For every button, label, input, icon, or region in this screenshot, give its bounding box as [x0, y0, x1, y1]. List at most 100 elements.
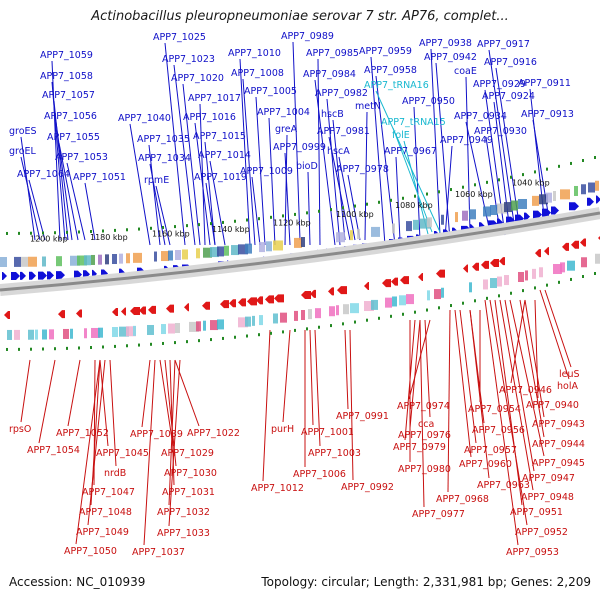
tick-mark	[354, 204, 356, 208]
tick-mark	[150, 342, 152, 346]
reverse-gene-label: APP7_0944	[532, 439, 585, 450]
reverse-gene-arrow	[562, 242, 569, 251]
reverse-gene-arrow	[364, 282, 369, 291]
tick-mark	[114, 344, 116, 348]
composition-block	[203, 247, 212, 258]
reverse-gene-label: APP7_0960	[459, 459, 512, 470]
tick-mark	[102, 229, 104, 233]
composition-block	[196, 248, 200, 259]
forward-gene-leader	[284, 134, 288, 246]
forward-gene-label: APP7_1051	[73, 172, 126, 183]
kbp-tick-label: 1160 kbp	[152, 230, 190, 239]
composition-block	[273, 313, 278, 324]
reverse-gene-leader	[314, 329, 321, 447]
reverse-gene-arrow	[274, 294, 284, 303]
reverse-gene-leader	[344, 329, 349, 410]
composition-block	[504, 275, 509, 286]
composition-block	[301, 237, 305, 248]
tick-mark	[138, 343, 140, 347]
composition-block	[84, 328, 87, 339]
kbp-tick-label: 1200 kbp	[30, 235, 68, 244]
tick-mark	[162, 341, 164, 345]
forward-gene-label: APP7_1008	[231, 68, 284, 79]
forward-gene-label: APP7_0967	[384, 146, 437, 157]
tick-mark	[594, 156, 596, 160]
composition-block	[280, 312, 287, 323]
composition-block	[14, 329, 20, 340]
reverse-gene-label: APP7_1039	[130, 429, 183, 440]
forward-gene-leader	[292, 41, 301, 241]
forward-gene-label: APP7_1055	[47, 132, 100, 143]
reverse-gene-labels: rpsO APP7_1052 APP7_1054 APP7_1039 APP7_1022…	[9, 369, 585, 558]
forward-composition-track	[0, 180, 599, 267]
tick-mark	[474, 299, 476, 303]
composition-block	[98, 327, 103, 338]
forward-gene-arrow	[551, 206, 559, 215]
tick-mark	[318, 209, 320, 213]
reverse-gene-leader	[544, 289, 572, 368]
rna-label-leaders	[375, 90, 441, 235]
forward-gene-arrow	[74, 270, 82, 279]
reverse-gene-leader	[20, 359, 31, 423]
reverse-gene-label: APP7_0976	[398, 430, 451, 441]
composition-block	[483, 279, 488, 290]
reverse-gene-arrow	[301, 291, 311, 300]
composition-block	[245, 243, 252, 254]
tick-mark	[138, 227, 140, 231]
reverse-gene-leader	[159, 359, 174, 447]
forward-gene-arrow	[542, 208, 551, 217]
forward-gene-leader	[255, 96, 266, 246]
tick-mark	[306, 327, 308, 331]
forward-gene-leader	[307, 171, 311, 246]
composition-block	[441, 214, 444, 225]
reverse-gene-arrow	[130, 307, 140, 316]
map-title: Actinobacillus pleuropneumoniae serovar …	[91, 9, 509, 24]
composition-block	[595, 253, 600, 264]
forward-gene-label: APP7_0917	[477, 39, 530, 50]
tick-mark	[66, 230, 68, 234]
composition-block	[434, 289, 441, 300]
tick-mark	[186, 224, 188, 228]
composition-block	[154, 251, 157, 262]
accession-text: Accession: NC_010939	[9, 575, 146, 589]
forward-gene-leader	[465, 76, 471, 233]
tick-mark	[462, 185, 464, 189]
composition-block	[252, 315, 255, 326]
forward-gene-label: groEL	[9, 146, 37, 157]
reverse-gene-arrow	[229, 299, 236, 308]
composition-block	[119, 326, 129, 337]
reverse-gene-leader	[168, 359, 176, 506]
forward-gene-leader	[317, 58, 321, 246]
composition-block	[462, 210, 468, 221]
forward-gene-leader	[314, 79, 336, 246]
tick-mark	[222, 336, 224, 340]
composition-block	[175, 250, 181, 261]
forward-gene-label: APP7_1057	[42, 90, 95, 101]
composition-block	[70, 328, 73, 339]
tick-mark	[354, 320, 356, 324]
composition-block	[420, 218, 430, 229]
reverse-gene-arrow	[337, 286, 347, 295]
reverse-gene-arrow	[571, 240, 579, 249]
reverse-gene-leader	[499, 299, 534, 491]
reverse-gene-leader	[262, 329, 271, 482]
tick-mark	[18, 231, 20, 235]
tick-mark	[450, 188, 452, 192]
reverse-gene-arrow	[535, 249, 541, 258]
reverse-gene-leader	[168, 359, 181, 527]
reverse-gene-label: APP7_0943	[532, 419, 585, 430]
composition-block	[532, 195, 539, 206]
composition-block	[42, 256, 46, 267]
reverse-gene-label: APP7_1052	[56, 428, 109, 439]
forward-gene-leader	[268, 117, 276, 246]
forward-gene-leader	[326, 98, 341, 246]
forward-gene-leader	[430, 48, 441, 236]
forward-gene-arrow	[83, 270, 90, 279]
reverse-gene-label: APP7_1003	[308, 448, 361, 459]
forward-gene-arrow	[38, 271, 47, 280]
reverse-gene-leader	[459, 309, 477, 444]
reverse-gene-label: APP7_1048	[79, 507, 132, 518]
forward-gene-leader	[51, 60, 61, 241]
reverse-feature-track	[4, 235, 600, 319]
